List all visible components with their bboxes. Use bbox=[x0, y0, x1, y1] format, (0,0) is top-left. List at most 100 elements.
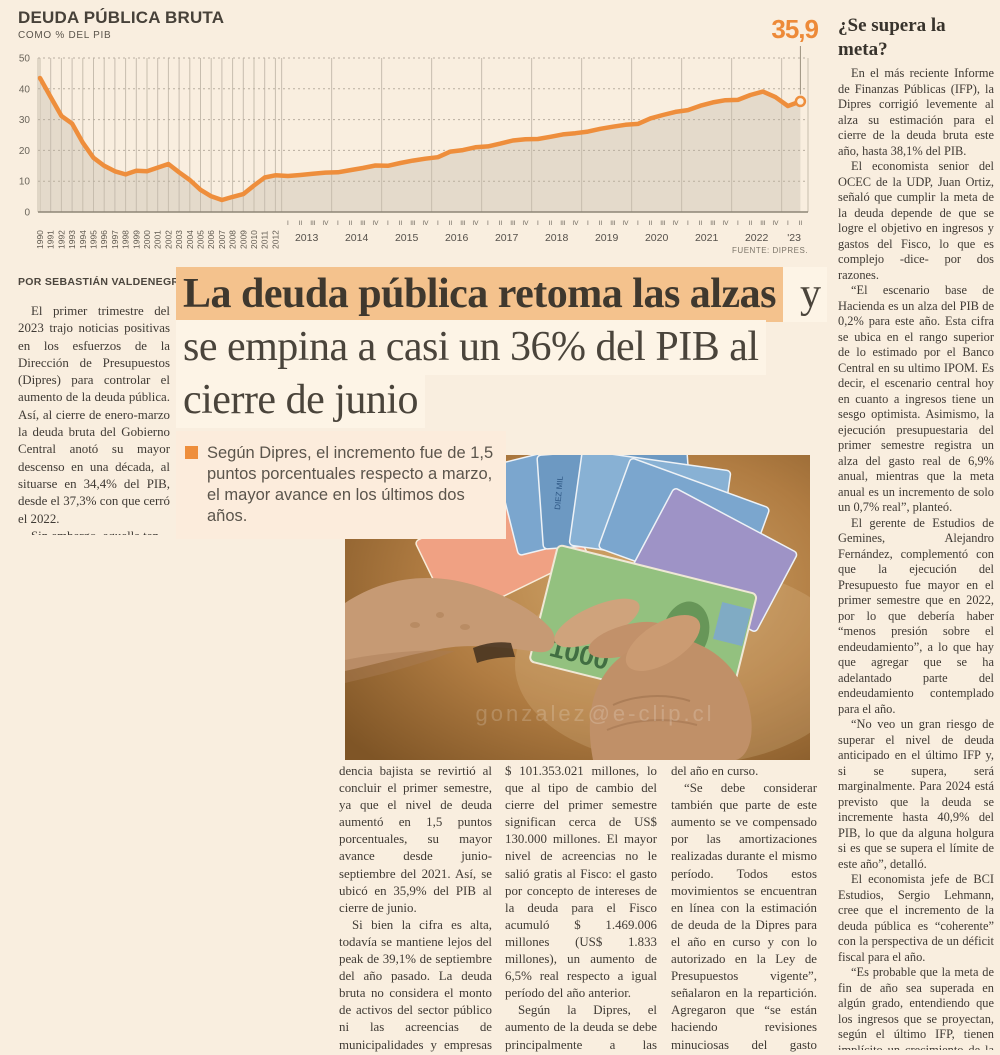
svg-text:2011: 2011 bbox=[260, 230, 270, 249]
lede-text: Según Dipres, el incremento fue de 1,5 p… bbox=[207, 444, 494, 525]
svg-text:2013: 2013 bbox=[295, 232, 319, 244]
article-photo: DIEZ MIL 00 1000 gonz bbox=[345, 455, 810, 760]
body-column-1: dencia bajista se revirtió al concluir e… bbox=[339, 763, 492, 1055]
svg-text:2021: 2021 bbox=[695, 232, 719, 244]
svg-text:1994: 1994 bbox=[78, 230, 88, 249]
svg-text:2019: 2019 bbox=[595, 232, 619, 244]
headline: La deuda pública retoma las alzas y se e… bbox=[176, 267, 832, 428]
svg-text:II: II bbox=[699, 220, 703, 227]
chart-title: DEUDA PÚBLICA BRUTA bbox=[18, 8, 225, 27]
right-column: ¿Se supera la meta? En el más reciente I… bbox=[838, 14, 994, 1050]
svg-text:50: 50 bbox=[19, 54, 31, 65]
left-column: El primer trimestre del 2023 trajo notic… bbox=[18, 303, 170, 535]
bullet-square-icon bbox=[185, 446, 198, 459]
paragraph: El economista jefe de BCI Estudios, Serg… bbox=[838, 872, 994, 964]
svg-text:II: II bbox=[499, 220, 503, 227]
svg-text:1990: 1990 bbox=[35, 230, 45, 249]
chart-last-value-label: 35,9 bbox=[771, 14, 819, 44]
svg-text:2016: 2016 bbox=[445, 232, 469, 244]
right-column-body: En el más reciente Informe de Finanzas P… bbox=[838, 66, 994, 1050]
svg-text:I: I bbox=[537, 220, 539, 227]
paragraph: El gerente de Estudios de Gemines, Aleja… bbox=[838, 515, 994, 716]
svg-text:2014: 2014 bbox=[345, 232, 369, 244]
svg-text:2018: 2018 bbox=[545, 232, 569, 244]
paragraph: “No veo un gran riesgo de superar el niv… bbox=[838, 717, 994, 871]
svg-text:1995: 1995 bbox=[89, 230, 99, 249]
paragraph: El economista senior del OCEC de la UDP,… bbox=[838, 159, 994, 282]
svg-text:III: III bbox=[560, 220, 566, 227]
bill-text-diezmil: DIEZ MIL bbox=[553, 475, 565, 510]
svg-text:1996: 1996 bbox=[99, 230, 109, 249]
svg-text:III: III bbox=[410, 220, 416, 227]
svg-text:I: I bbox=[737, 220, 739, 227]
grid bbox=[37, 57, 809, 213]
paragraph: $ 101.353.021 millones, lo que al tipo d… bbox=[505, 764, 657, 1001]
svg-text:I: I bbox=[487, 220, 489, 227]
svg-text:I: I bbox=[587, 220, 589, 227]
svg-text:I: I bbox=[787, 220, 789, 227]
svg-text:1999: 1999 bbox=[131, 230, 141, 249]
svg-text:2004: 2004 bbox=[185, 230, 195, 249]
paragraph: Sin embargo, aquella ten- bbox=[18, 528, 170, 535]
svg-text:I: I bbox=[687, 220, 689, 227]
svg-text:40: 40 bbox=[19, 84, 31, 95]
svg-text:IV: IV bbox=[572, 220, 579, 227]
svg-text:1993: 1993 bbox=[67, 230, 77, 249]
svg-text:2010: 2010 bbox=[249, 230, 259, 249]
svg-text:III: III bbox=[660, 220, 666, 227]
svg-text:30: 30 bbox=[19, 115, 31, 126]
svg-text:2020: 2020 bbox=[645, 232, 669, 244]
headline-highlighted: La deuda pública retoma las alzas bbox=[176, 267, 783, 322]
wrist-band bbox=[473, 642, 515, 663]
svg-text:I: I bbox=[337, 220, 339, 227]
svg-text:20: 20 bbox=[19, 146, 31, 157]
svg-text:2001: 2001 bbox=[153, 230, 163, 249]
svg-text:I: I bbox=[387, 220, 389, 227]
svg-text:III: III bbox=[460, 220, 466, 227]
svg-text:II: II bbox=[549, 220, 553, 227]
svg-text:2002: 2002 bbox=[163, 230, 173, 249]
paragraph: Si bien la cifra es alta, todavía se man… bbox=[339, 917, 492, 1055]
svg-text:IV: IV bbox=[322, 220, 329, 227]
svg-text:III: III bbox=[310, 220, 316, 227]
svg-text:2000: 2000 bbox=[142, 230, 152, 249]
svg-text:2015: 2015 bbox=[395, 232, 419, 244]
svg-text:'23: '23 bbox=[787, 232, 801, 244]
chart-source: FUENTE: DIPRES. bbox=[732, 246, 808, 255]
svg-text:2006: 2006 bbox=[206, 230, 216, 249]
svg-text:IV: IV bbox=[372, 220, 379, 227]
svg-text:I: I bbox=[287, 220, 289, 227]
svg-text:2009: 2009 bbox=[238, 230, 248, 249]
svg-text:III: III bbox=[710, 220, 716, 227]
svg-text:0: 0 bbox=[24, 208, 30, 219]
svg-text:II: II bbox=[749, 220, 753, 227]
svg-text:1998: 1998 bbox=[121, 230, 131, 249]
svg-text:10: 10 bbox=[19, 177, 31, 188]
hands bbox=[345, 577, 752, 760]
svg-text:III: III bbox=[610, 220, 616, 227]
lede-box: Según Dipres, el incremento fue de 1,5 p… bbox=[176, 431, 506, 539]
svg-text:II: II bbox=[799, 220, 803, 227]
svg-text:I: I bbox=[637, 220, 639, 227]
photo-watermark: gonzalez@e-clip.cl bbox=[476, 701, 715, 726]
paragraph: “Es probable que la meta de fin de año s… bbox=[838, 965, 994, 1050]
paragraph: “El escenario base de Hacienda es un alz… bbox=[838, 283, 994, 514]
paragraph: dencia bajista se revirtió al concluir e… bbox=[339, 764, 492, 915]
svg-text:IV: IV bbox=[622, 220, 629, 227]
svg-text:2003: 2003 bbox=[174, 230, 184, 249]
svg-text:II: II bbox=[599, 220, 603, 227]
svg-text:IV: IV bbox=[522, 220, 529, 227]
byline: POR SEBASTIÁN VALDENEGRO bbox=[18, 276, 188, 288]
svg-text:2008: 2008 bbox=[228, 230, 238, 249]
paragraph: Según la Dipres, el aumento de la deuda … bbox=[505, 1003, 657, 1055]
svg-text:I: I bbox=[437, 220, 439, 227]
svg-text:2012: 2012 bbox=[270, 230, 280, 249]
svg-text:2005: 2005 bbox=[196, 230, 206, 249]
svg-text:1991: 1991 bbox=[46, 230, 56, 249]
chart-subtitle: COMO % DEL PIB bbox=[18, 30, 112, 41]
right-column-heading: ¿Se supera la meta? bbox=[838, 15, 946, 60]
svg-text:IV: IV bbox=[672, 220, 679, 227]
